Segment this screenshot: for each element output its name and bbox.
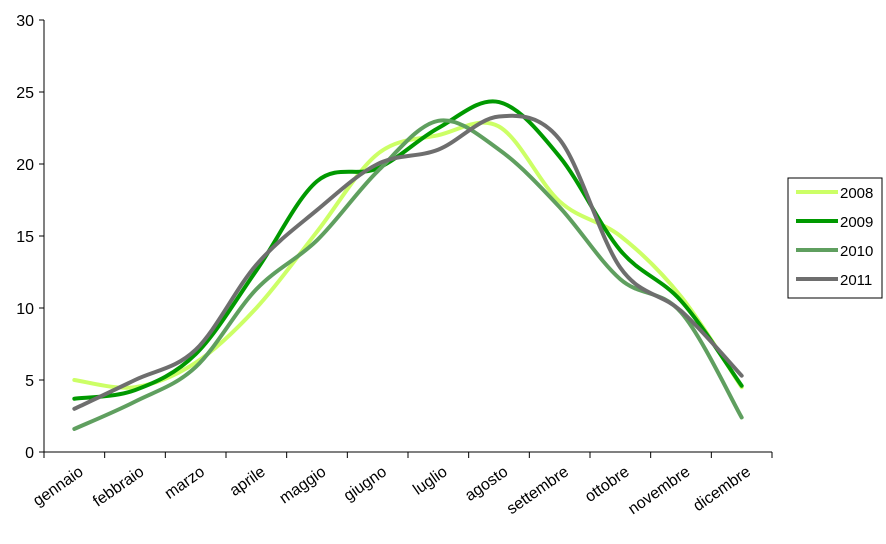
x-tick-label: giugno [341, 463, 390, 505]
series-line-2010 [72, 118, 744, 431]
x-tick-label: aprile [227, 463, 269, 499]
y-tick-label: 30 [16, 13, 34, 30]
series-line-2008 [72, 120, 744, 390]
y-tick-label: 5 [25, 373, 34, 390]
x-tick-label: febbraio [90, 463, 147, 510]
x-tick-label: ottobre [582, 463, 633, 506]
series-line-2011 [72, 113, 744, 411]
y-tick-label: 20 [16, 157, 34, 174]
x-tick-label: novembre [625, 463, 693, 518]
y-tick-label: 15 [16, 229, 34, 246]
y-tick-label: 0 [25, 445, 34, 462]
x-tick-label: marzo [162, 463, 208, 502]
legend-label-2011: 2011 [840, 272, 872, 289]
y-tick-label: 10 [16, 301, 34, 318]
legend-label-2008: 2008 [840, 185, 873, 202]
legend-label-2009: 2009 [840, 214, 873, 231]
x-tick-label: settembre [504, 463, 572, 518]
x-tick-label: luglio [410, 463, 450, 498]
x-tick-label: dicembre [690, 463, 754, 515]
legend-label-2010: 2010 [840, 243, 873, 260]
x-tick-label: gennaio [30, 463, 86, 510]
x-tick-label: agosto [462, 463, 511, 505]
y-tick-label: 25 [16, 85, 34, 102]
series-line-2009 [72, 99, 744, 401]
x-tick-label: maggio [277, 463, 330, 507]
